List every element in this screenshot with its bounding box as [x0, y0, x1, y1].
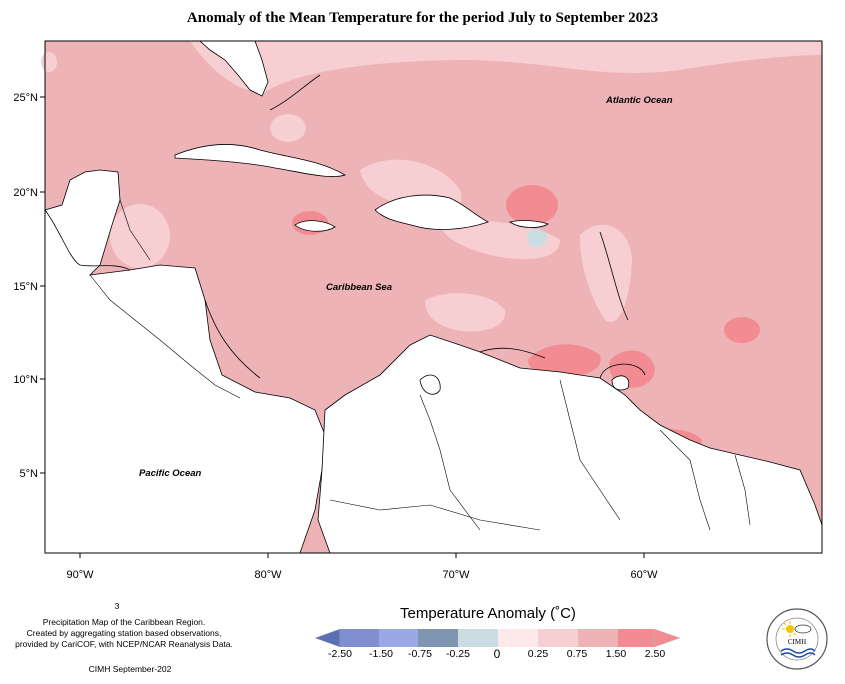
cimh-logo: CIMH	[765, 607, 829, 671]
lon-tick-label: 90°W	[66, 569, 94, 581]
colorbar-segment	[578, 629, 618, 647]
colorbar-tick-label: -0.75	[408, 648, 432, 660]
light-zone	[270, 114, 306, 142]
colorbar-arrow-high	[654, 629, 680, 647]
colorbar-tick-label: 0.25	[528, 648, 548, 660]
colorbar-tick-label: -2.50	[328, 648, 352, 660]
colorbar-arrow-low	[315, 629, 340, 647]
colorbar-tick-label: 0	[494, 647, 501, 661]
light-zone	[110, 204, 170, 268]
colorbar-segment	[498, 629, 538, 647]
warm-zone	[506, 185, 558, 225]
light-zone	[41, 52, 57, 72]
page-number: 3	[112, 601, 122, 612]
colorbar-tick-label: 0.75	[567, 648, 587, 660]
lat-tick-label: 20°N	[13, 187, 38, 199]
footnote-text: Precipitation Map of the Caribbean Regio…	[14, 617, 234, 650]
island-trinidad	[612, 376, 629, 390]
colorbar-segment	[538, 629, 578, 647]
footnote-line: Created by aggregating station based obs…	[14, 628, 234, 639]
lat-tick-label: 25°N	[13, 92, 38, 104]
colorbar	[310, 628, 685, 648]
colorbar-segment	[618, 629, 654, 647]
warm-zone	[724, 317, 760, 343]
lon-tick-label: 60°W	[630, 569, 658, 581]
colorbar-segment	[458, 629, 498, 647]
colorbar-tick-label: 2.50	[645, 648, 665, 660]
lon-tick-label: 80°W	[254, 569, 282, 581]
lat-tick-label: 10°N	[13, 374, 38, 386]
lat-tick-label: 15°N	[13, 281, 38, 293]
footnote-line: provided by CariCOF, with NCEP/NCAR Rean…	[14, 639, 234, 650]
caribbean-sea-label: Caribbean Sea	[326, 282, 392, 293]
colorbar-tick-label: 1.50	[606, 648, 626, 660]
colorbar-segment	[379, 629, 418, 647]
colorbar-title: Temperature Anomaly (˚C)	[400, 605, 576, 622]
colorbar-segment	[418, 629, 458, 647]
lat-tick-label: 5°N	[20, 468, 39, 480]
pacific-ocean-label: Pacific Ocean	[139, 468, 202, 479]
credit-text: CIMH September-202	[80, 664, 180, 675]
colorbar-segment	[340, 629, 379, 647]
cloud-icon	[795, 625, 811, 633]
colorbar-tick-label: -0.25	[446, 648, 470, 660]
logo-text: CIMH	[788, 638, 806, 646]
colorbar-tick-label: -1.50	[369, 648, 393, 660]
atlantic-ocean-label: Atlantic Ocean	[605, 95, 673, 106]
lon-tick-label: 70°W	[442, 569, 470, 581]
neutral-zone	[527, 229, 547, 247]
footnote-line: Precipitation Map of the Caribbean Regio…	[14, 617, 234, 628]
